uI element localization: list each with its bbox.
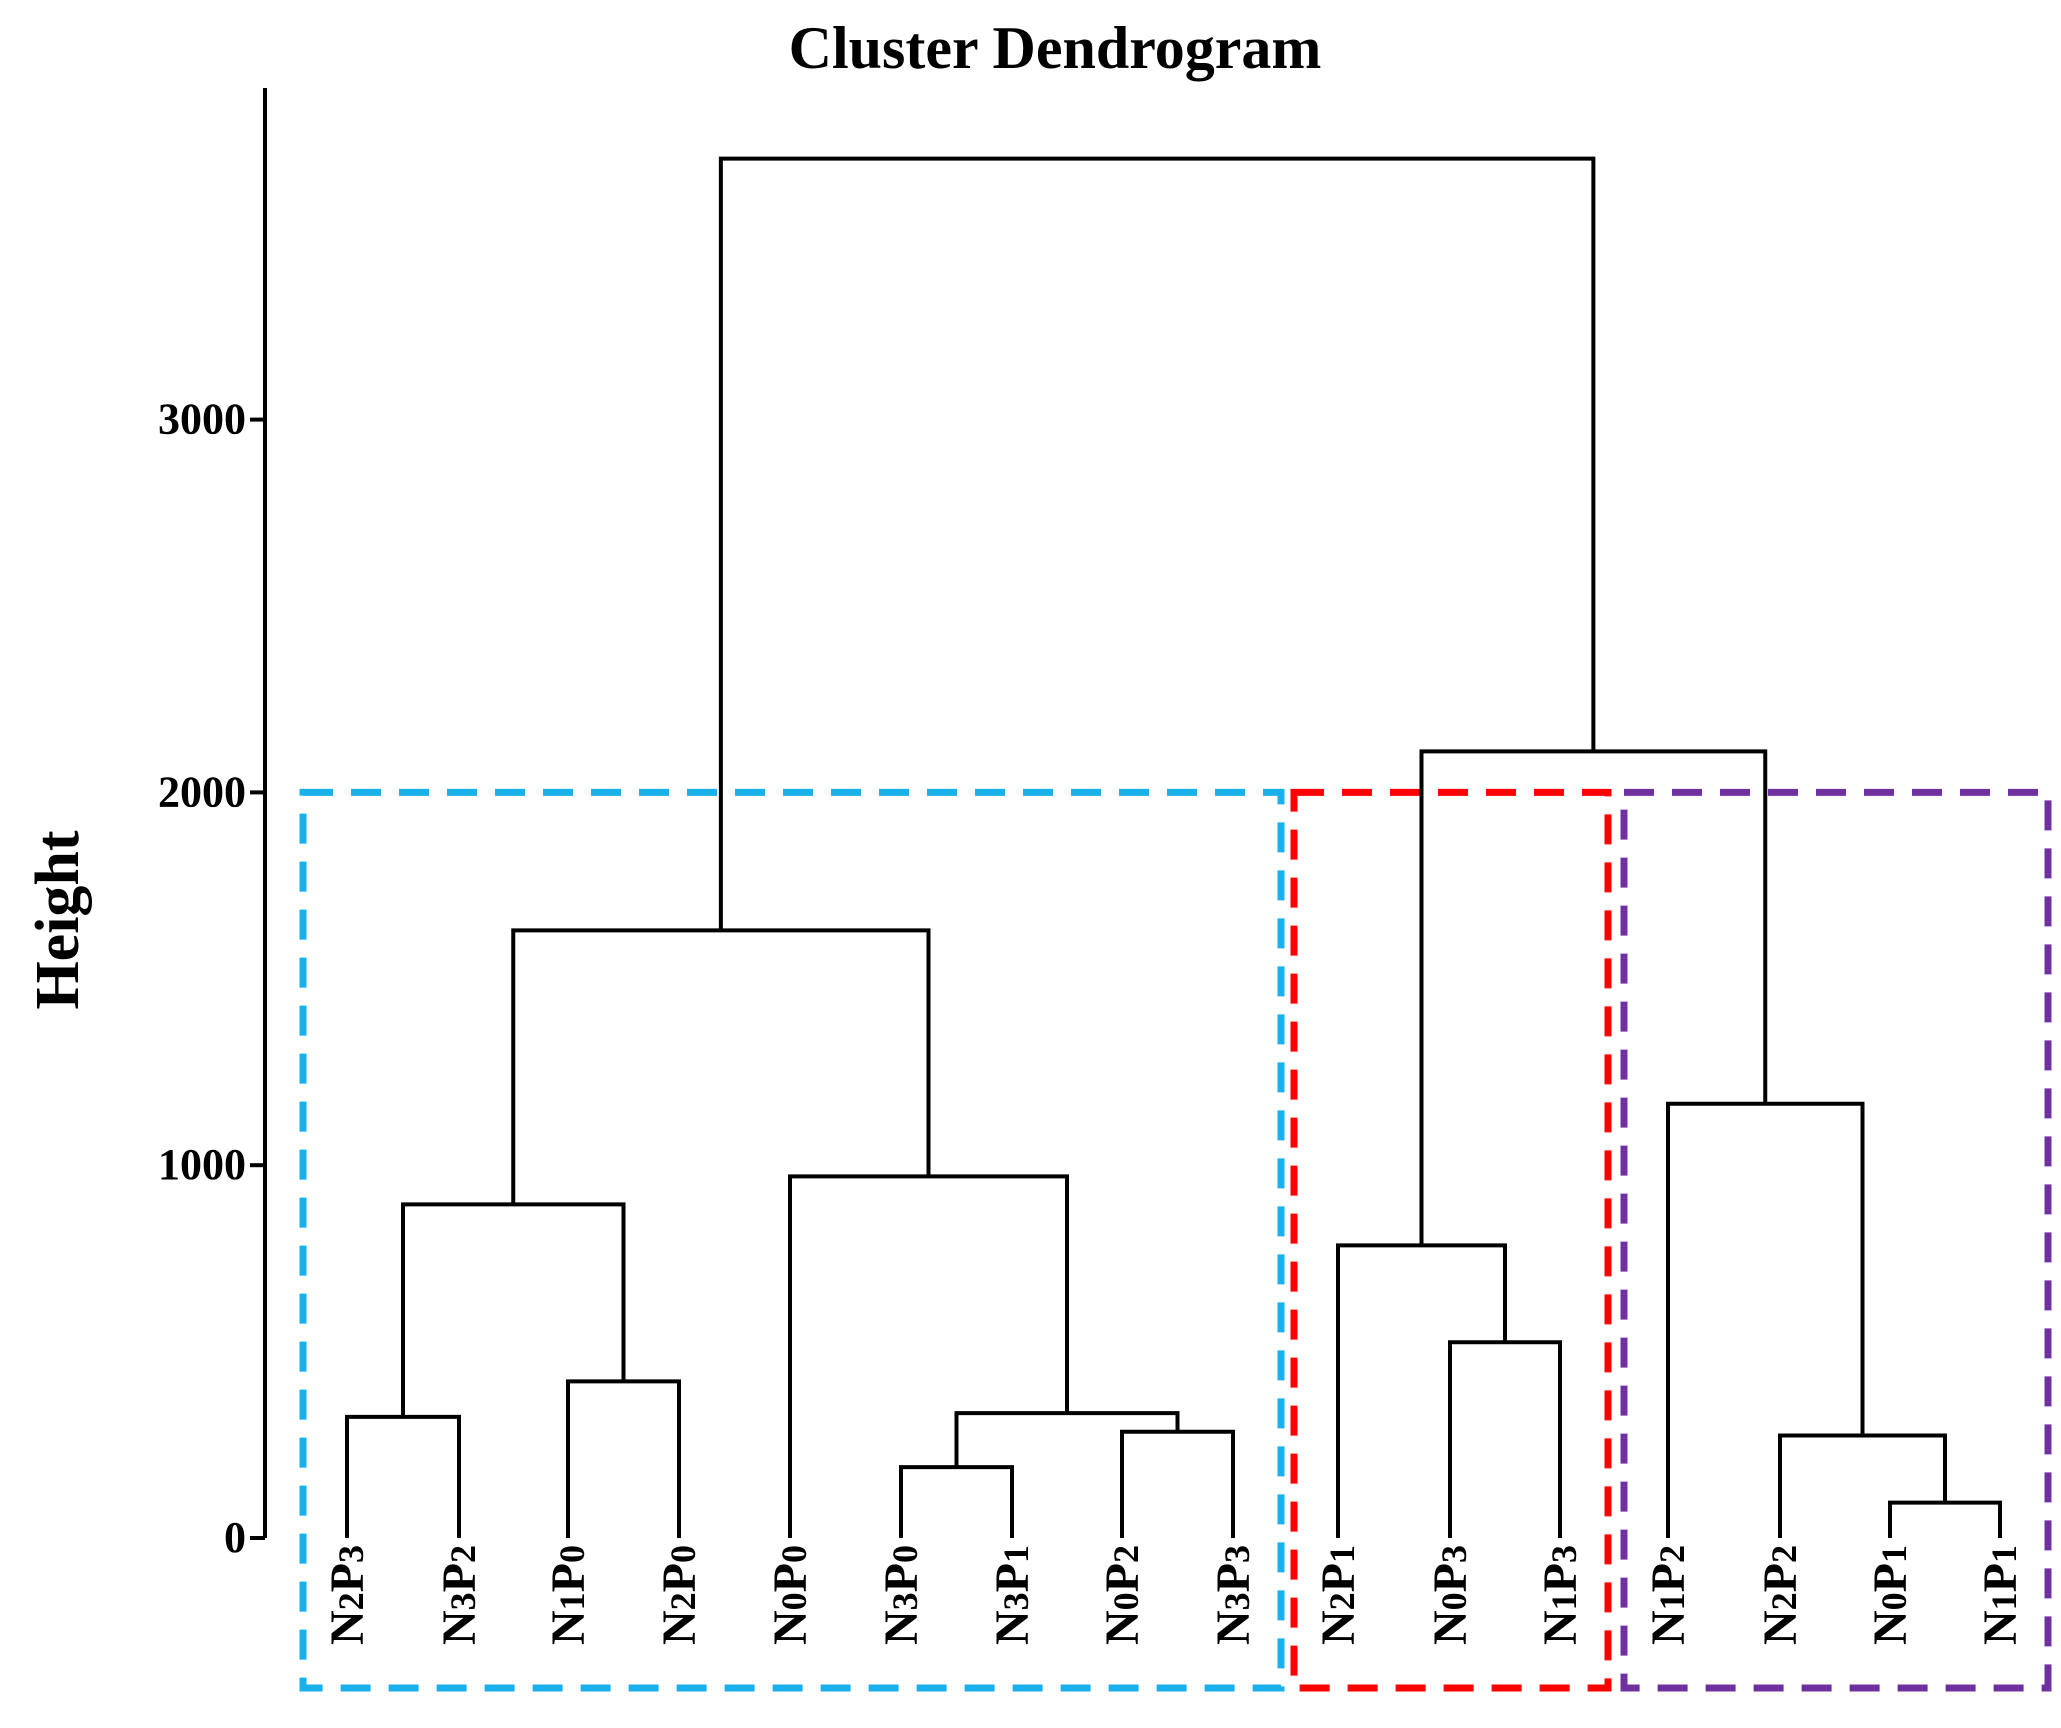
dendrogram-link bbox=[401, 1202, 626, 1417]
leaf-label: N3P1 bbox=[986, 1545, 1039, 1645]
leaf-label: N2P2 bbox=[1754, 1545, 1807, 1645]
y-axis-label: Height bbox=[24, 830, 92, 1009]
leaf-label: N0P1 bbox=[1864, 1545, 1917, 1645]
dendrogram-link bbox=[1120, 1429, 1235, 1538]
leaf-labels: N2P3 N3P2 N1P0 N2P0 N0P0 N3P0 N3P1 N0P2 N3P3 N2P1… bbox=[321, 1545, 2027, 1645]
dendrogram-link bbox=[1888, 1500, 2002, 1538]
y-tick-label: 1000 bbox=[158, 1140, 246, 1189]
dendrogram-link bbox=[511, 928, 931, 1205]
leaf-label: N2P1 bbox=[1312, 1545, 1365, 1645]
leaf-label: N1P2 bbox=[1642, 1545, 1695, 1645]
leaf-label: N0P3 bbox=[1424, 1545, 1477, 1645]
dendrogram-link bbox=[899, 1465, 1014, 1538]
leaf-label: N2P0 bbox=[653, 1545, 706, 1645]
leaf-label: N2P3 bbox=[321, 1545, 374, 1645]
leaf-label: N3P0 bbox=[875, 1545, 928, 1645]
leaf-label: N3P2 bbox=[433, 1545, 486, 1645]
cluster-box bbox=[1620, 788, 2052, 1692]
dendrogram-link bbox=[1448, 1340, 1562, 1538]
dendrogram-link bbox=[1778, 1433, 1947, 1538]
leaf-label: N0P0 bbox=[764, 1545, 817, 1645]
y-tick-label: 0 bbox=[224, 1513, 246, 1562]
dendrogram-link bbox=[566, 1379, 681, 1538]
y-axis-ticks: 0 1000 2000 3000 bbox=[158, 395, 265, 1562]
leaf-label: N0P2 bbox=[1096, 1545, 1149, 1645]
dendrogram-link bbox=[1336, 1243, 1507, 1538]
y-tick-label: 2000 bbox=[158, 767, 246, 816]
dendrogram-link bbox=[345, 1414, 461, 1538]
dendrogram-link bbox=[1666, 1101, 1865, 1538]
chart-title: Cluster Dendrogram bbox=[789, 15, 1322, 81]
leaf-label: N1P1 bbox=[1974, 1545, 2027, 1645]
leaf-label: N1P0 bbox=[542, 1545, 595, 1645]
dendrogram-link bbox=[954, 1411, 1180, 1468]
cluster-box bbox=[299, 788, 1285, 1692]
cluster-boxes bbox=[299, 788, 2052, 1692]
dendrogram-link bbox=[718, 156, 1596, 931]
dendrogram-link bbox=[788, 1174, 1069, 1538]
dendrogram-branches bbox=[345, 156, 2002, 1538]
leaf-label: N1P3 bbox=[1534, 1545, 1587, 1645]
y-tick-label: 3000 bbox=[158, 395, 246, 444]
cluster-box bbox=[1290, 788, 1612, 1692]
leaf-label: N3P3 bbox=[1207, 1545, 1260, 1645]
dendrogram-link bbox=[1419, 749, 1768, 1246]
